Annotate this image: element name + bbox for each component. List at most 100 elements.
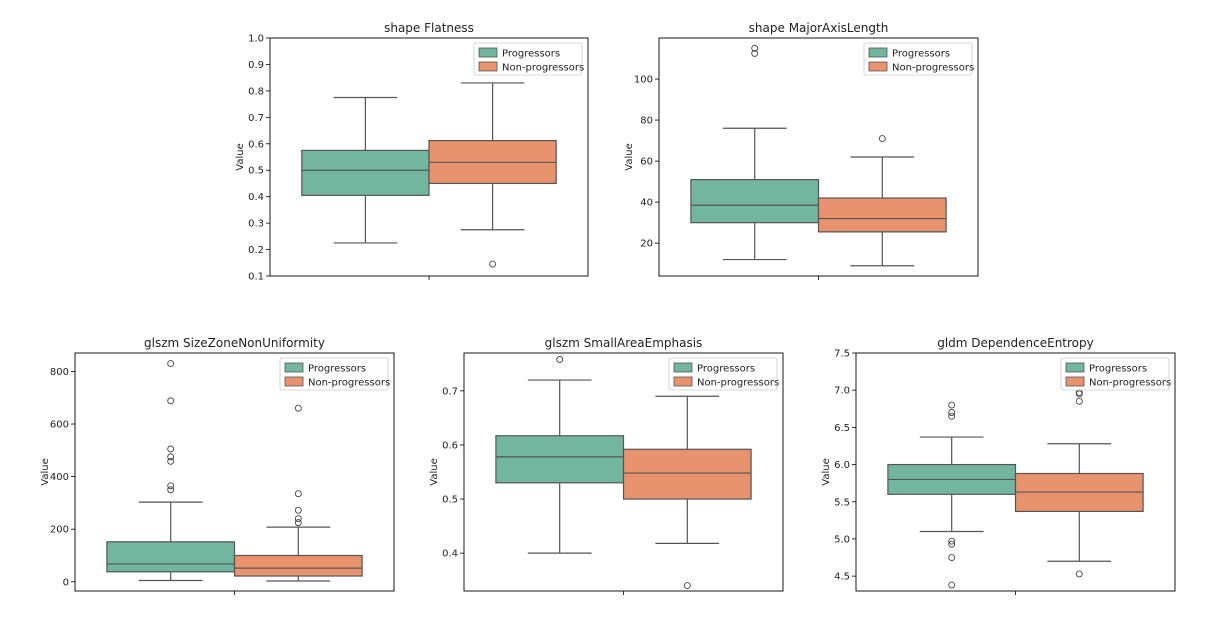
outlier-point [556,356,564,363]
iqr-box [301,149,430,196]
legend-swatch-progressors [868,47,888,58]
legend: Progressors Non-progressors [279,357,390,391]
chart-panel: glszm SizeZoneNonUniformity Value 0 200 400 6… [40,336,395,595]
outlier-point [167,457,175,465]
outlier-point [167,360,175,367]
legend-swatch-non-progressors [1065,376,1085,387]
outlier-point [294,490,302,498]
legend-label: Non-progressors [502,63,584,74]
plot-frame [269,37,589,277]
y-tick-label: 100 [634,75,653,86]
legend: Progressors Non-progressors [668,357,779,391]
legend-swatch-progressors [478,47,498,58]
legend: Progressors Non-progressors [473,42,584,76]
plot-frame [463,352,784,592]
y-tick-label: 60 [640,157,653,168]
iqr-box [622,448,752,500]
y-tick-label: 6.0 [834,460,850,471]
outlier-point [751,49,759,57]
y-tick-label: 0.6 [442,440,458,451]
y-tick-label: 5.5 [834,497,850,508]
y-tick-label: 7.5 [834,349,850,360]
box-progressors [495,356,625,554]
iqr-box [495,435,625,484]
outlier-point [167,482,175,490]
box-progressors [301,96,430,244]
legend-label: Non-progressors [1089,378,1171,389]
iqr-box [233,554,363,577]
outlier-point [167,445,175,453]
chart-panel: shape Flatness Value 0.1 0.2 0.3 0.4 0.5 0.6 0.7… [235,21,589,283]
outlier-point [1075,397,1083,405]
box-non-progressors [622,395,752,590]
outlier-point [948,412,956,420]
legend-swatch-non-progressors [478,61,498,72]
legend-swatch-progressors [673,362,693,373]
legend: Progressors Non-progressors [1060,357,1171,391]
chart-title: gldm DependenceEntropy [937,336,1094,350]
box-non-progressors [233,404,363,582]
legend-label: Progressors [308,364,366,375]
outlier-point [751,44,759,52]
y-tick-label: 80 [640,116,653,127]
y-tick-label: 0.2 [248,245,264,256]
plot-frame [855,352,1176,592]
box-progressors [690,44,820,261]
legend-swatch-non-progressors [673,376,693,387]
y-axis-label: Value [821,458,832,485]
legend-box [863,42,973,76]
chart-panel: shape MajorAxisLength Value 20 40 60 80 100 Pro… [624,21,979,280]
legend-swatch-non-progressors [868,61,888,72]
legend-swatch-progressors [1065,362,1085,373]
outlier-point [948,540,956,548]
y-axis-label: Value [429,458,440,485]
legend-label: Progressors [1089,364,1147,375]
legend-box [668,357,778,391]
iqr-box [106,541,236,573]
outlier-point [167,486,175,494]
y-tick-label: 40 [640,198,653,209]
y-tick-label: 4.5 [834,572,850,583]
legend-label: Non-progressors [892,63,974,74]
chart-title: shape MajorAxisLength [749,21,889,35]
outlier-point [683,582,691,590]
outlier-point [294,404,302,412]
legend-label: Progressors [697,364,755,375]
y-tick-label: 7.0 [834,386,850,397]
outlier-point [1075,570,1083,578]
y-tick-label: 0 [63,577,69,588]
y-tick-label: 5.0 [834,534,850,545]
outlier-point [878,135,886,142]
box-progressors [887,401,1017,589]
outlier-point [167,453,175,461]
chart-panel: glszm SmallAreaEmphasis Value 0.4 0.5 0.6 0.7… [429,336,784,595]
iqr-box [690,178,820,224]
outlier-point [294,506,302,514]
chart-title: glszm SizeZoneNonUniformity [144,336,325,350]
legend-label: Progressors [892,49,950,60]
legend-label: Non-progressors [697,378,779,389]
outlier-point [167,397,175,405]
y-tick-label: 0.7 [442,386,458,397]
outlier-point [948,401,956,409]
y-tick-label: 0.5 [442,495,458,506]
iqr-box [817,197,947,233]
box-non-progressors [817,135,947,267]
legend-box [1060,357,1170,391]
chart-panel: gldm DependenceEntropy Value 4.5 5.0 5.5 6.0 6… [821,336,1176,595]
y-tick-label: 200 [50,525,69,536]
y-tick-label: 6.5 [834,423,850,434]
legend: Progressors Non-progressors [863,42,974,76]
box-non-progressors [428,82,557,268]
chart-title: shape Flatness [384,21,474,35]
outlier-point [948,409,956,416]
y-axis-label: Value [40,458,51,485]
box-progressors [106,360,236,582]
legend-swatch-progressors [284,362,304,373]
y-tick-label: 0.3 [248,219,264,230]
y-tick-label: 20 [640,239,653,250]
outlier-point [948,537,956,545]
box-non-progressors [1014,388,1144,578]
y-axis-label: Value [624,143,635,170]
